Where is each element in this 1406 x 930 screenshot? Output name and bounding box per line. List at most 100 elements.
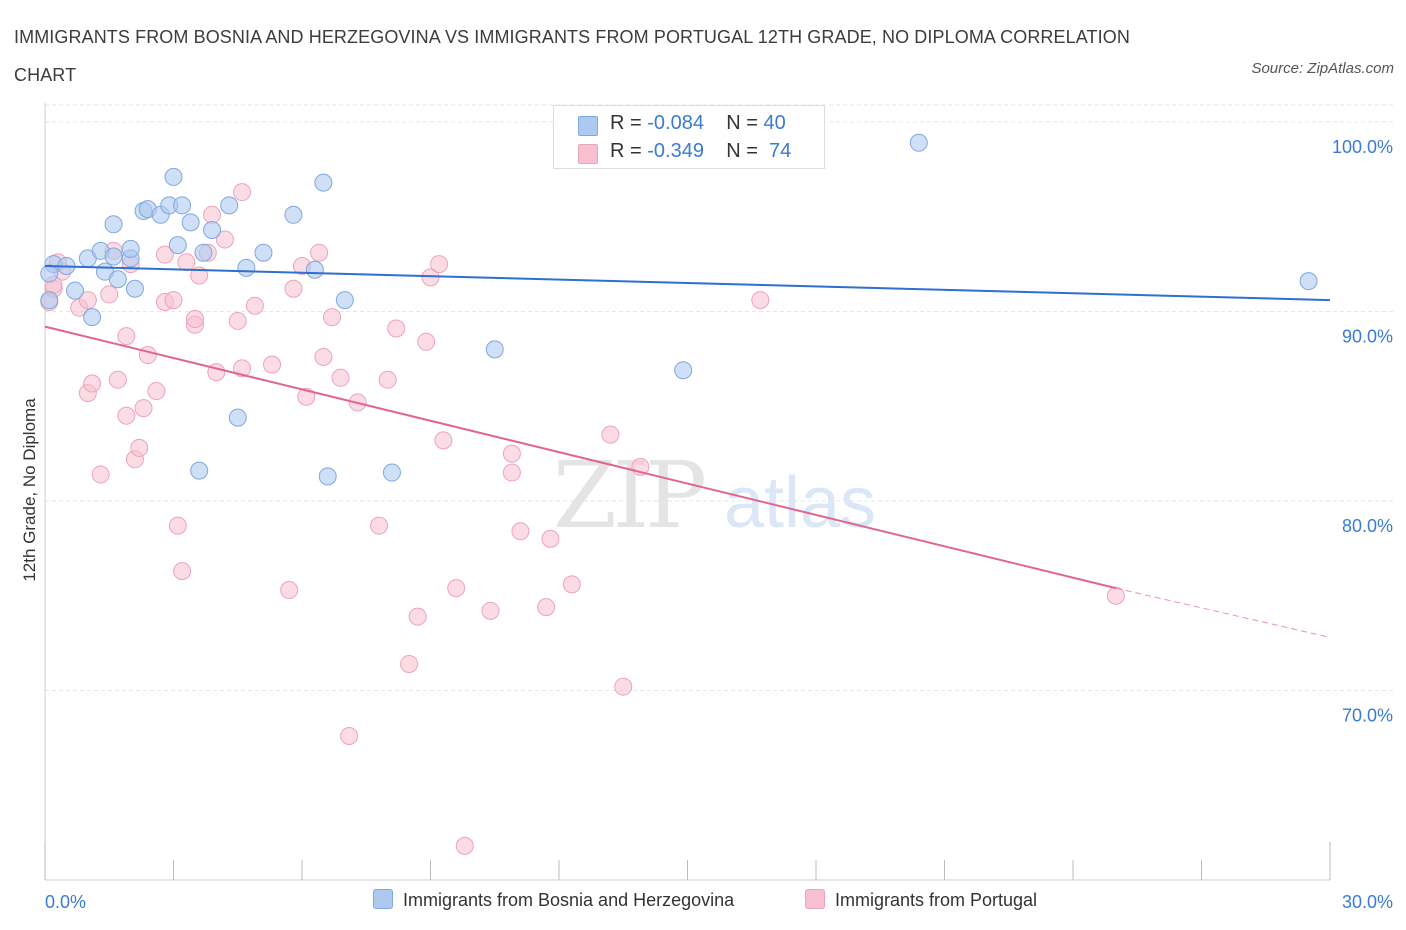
data-point-bosnia xyxy=(305,260,324,279)
n-label: N = xyxy=(726,112,758,134)
data-point-portugal xyxy=(378,370,397,389)
legend-item-bosnia[interactable]: Immigrants from Bosnia and Herzegovina xyxy=(373,889,734,911)
data-point-portugal xyxy=(562,575,581,594)
data-point-portugal xyxy=(537,598,556,617)
x-tick-label: 0.0% xyxy=(45,892,86,912)
series-portugal-points xyxy=(40,112,1125,855)
n-value-portugal: 74 xyxy=(769,140,792,162)
y-tick-label: 90.0% xyxy=(1342,326,1393,346)
data-point-portugal xyxy=(280,581,299,600)
r-value-bosnia: -0.084 xyxy=(647,112,704,134)
data-point-portugal xyxy=(155,245,174,264)
data-point-bosnia xyxy=(168,236,187,255)
y-axis-label: 12th Grade, No Diploma xyxy=(20,398,39,582)
legend-label-bosnia: Immigrants from Bosnia and Herzegovina xyxy=(403,890,735,910)
data-point-portugal xyxy=(331,368,350,387)
data-point-portugal xyxy=(263,355,282,374)
data-point-bosnia xyxy=(382,463,401,482)
data-point-portugal xyxy=(387,319,406,338)
data-point-portugal xyxy=(173,562,192,581)
data-point-bosnia xyxy=(108,270,127,289)
data-point-portugal xyxy=(177,253,196,272)
y-tick-label: 100.0% xyxy=(1332,137,1393,157)
data-point-bosnia xyxy=(314,173,333,192)
data-point-portugal xyxy=(168,516,187,535)
data-point-portugal xyxy=(601,425,620,444)
data-point-bosnia xyxy=(335,291,354,310)
data-point-bosnia xyxy=(104,215,123,234)
data-point-portugal xyxy=(100,285,119,304)
data-point-bosnia xyxy=(228,408,247,427)
r-value-portugal: -0.349 xyxy=(647,140,704,162)
data-point-bosnia xyxy=(125,279,144,298)
data-point-bosnia xyxy=(164,167,183,186)
data-point-portugal xyxy=(245,296,264,315)
watermark-atlas: atlas xyxy=(724,463,876,543)
data-point-portugal xyxy=(108,370,127,389)
series-bosnia-points xyxy=(40,133,1318,486)
data-point-portugal xyxy=(751,291,770,310)
data-point-portugal xyxy=(430,255,449,274)
trend-line-bosnia xyxy=(44,264,1331,302)
data-point-portugal xyxy=(455,836,474,855)
data-point-portugal xyxy=(434,431,453,450)
data-point-bosnia xyxy=(237,258,256,277)
data-point-portugal xyxy=(91,465,110,484)
data-point-portugal xyxy=(83,374,102,393)
r-label: R = xyxy=(610,140,642,162)
data-point-portugal xyxy=(447,579,466,598)
data-point-portugal xyxy=(138,346,157,365)
data-point-portugal xyxy=(614,677,633,696)
data-point-portugal xyxy=(310,243,329,262)
data-point-portugal xyxy=(233,359,252,378)
x-tick-label: 30.0% xyxy=(1342,892,1393,912)
data-point-bosnia xyxy=(190,461,209,480)
data-point-portugal xyxy=(481,601,500,620)
data-point-bosnia xyxy=(909,133,928,152)
data-point-portugal xyxy=(117,327,136,346)
data-point-portugal xyxy=(541,529,560,548)
n-value-bosnia: 40 xyxy=(763,112,786,134)
data-point-portugal xyxy=(417,332,436,351)
data-point-bosnia xyxy=(104,247,123,266)
trend-line-portugal xyxy=(44,325,1117,590)
data-point-bosnia xyxy=(194,243,213,262)
trend-lines xyxy=(44,264,1331,638)
data-point-bosnia xyxy=(203,220,222,239)
axes xyxy=(44,103,1331,881)
tick-labels: 70.0% 80.0% 90.0% 100.0% 0.0% 30.0% xyxy=(45,137,1393,912)
legend-label-portugal: Immigrants from Portugal xyxy=(835,890,1038,910)
data-point-bosnia xyxy=(485,340,504,359)
chart-title: IMMIGRANTS FROM BOSNIA AND HERZEGOVINA V… xyxy=(14,27,1130,85)
data-point-portugal xyxy=(117,406,136,425)
data-point-portugal xyxy=(340,726,359,745)
data-point-portugal xyxy=(147,382,166,401)
data-point-bosnia xyxy=(674,361,693,380)
y-tick-label: 70.0% xyxy=(1342,705,1393,725)
data-point-portugal xyxy=(408,607,427,626)
data-point-portugal xyxy=(233,183,252,202)
data-point-portugal xyxy=(511,522,530,541)
data-point-portugal xyxy=(314,347,333,366)
data-point-bosnia xyxy=(83,308,102,327)
data-point-portugal xyxy=(134,399,153,418)
data-point-portugal xyxy=(78,291,97,310)
data-point-bosnia xyxy=(181,213,200,232)
gridlines xyxy=(45,104,1395,691)
data-point-portugal xyxy=(190,266,209,285)
data-point-portugal xyxy=(203,205,222,224)
y-tick-label: 80.0% xyxy=(1342,516,1393,536)
stats-legend: R = -0.084 N = 40 R = -0.349 N = 74 xyxy=(553,105,825,169)
legend-item-portugal[interactable]: Immigrants from Portugal xyxy=(805,889,1037,911)
data-point-portugal xyxy=(185,310,204,329)
data-point-bosnia xyxy=(121,239,140,258)
data-point-portugal xyxy=(228,311,247,330)
data-point-bosnia xyxy=(65,281,84,300)
r-label: R = xyxy=(610,112,642,134)
data-point-bosnia xyxy=(40,264,59,283)
data-point-bosnia xyxy=(254,243,273,262)
data-point-bosnia xyxy=(318,467,337,486)
data-point-portugal xyxy=(400,654,419,673)
n-label: N = xyxy=(726,140,758,162)
